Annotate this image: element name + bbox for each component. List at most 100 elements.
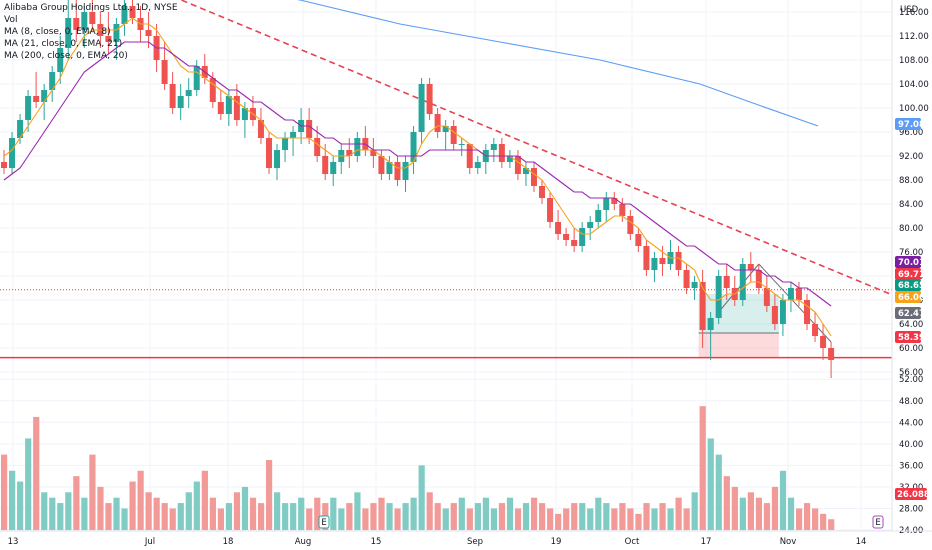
volume-bar [370, 503, 377, 530]
volume-bar [820, 513, 827, 530]
price-tick-label: 108.00 [899, 56, 929, 66]
candle-body [81, 12, 88, 30]
volume-bar [547, 508, 554, 530]
price-tick-label: 96.00 [899, 128, 923, 138]
volume-bar [33, 416, 40, 530]
candle-body [225, 96, 232, 114]
candle-body [394, 162, 401, 180]
candle-body [643, 246, 650, 270]
volume-bar [611, 508, 618, 530]
volume-bar [49, 497, 56, 530]
candle-body [306, 120, 313, 138]
candle-body [233, 96, 240, 120]
volume-bar [73, 476, 80, 530]
candle-body [121, 6, 128, 24]
price-tick-label: 32.00 [899, 483, 923, 493]
wedge-line [758, 263, 832, 343]
volume-bar [426, 492, 433, 530]
volume-bar [731, 486, 738, 530]
candle-body [683, 270, 690, 288]
volume-bar [290, 503, 297, 530]
earnings-marker [872, 515, 884, 529]
candle-body [763, 288, 770, 306]
volume-bar [225, 503, 233, 530]
volume-bar [715, 454, 722, 530]
candle-body [257, 120, 264, 138]
volume-bar [410, 497, 417, 530]
time-tick-label: 19 [551, 537, 562, 547]
volume-bar [450, 503, 457, 530]
volume-bar [635, 513, 642, 530]
legend-vol[interactable]: Vol [4, 15, 18, 25]
time-tick-label: 18 [223, 537, 234, 547]
candle-body [675, 252, 682, 270]
candle-body [442, 126, 449, 132]
volume-bar [466, 508, 473, 530]
legend-title[interactable]: Alibaba Group Holdings Ltd., 1D, NYSE [4, 3, 178, 13]
legend-ma21[interactable]: MA (21, close, 0, EMA, 21) [4, 39, 123, 49]
volume-bar [627, 508, 634, 530]
volume-bar [354, 492, 361, 530]
volume-bar [651, 508, 658, 530]
volume-bar [394, 508, 401, 530]
legend-ma200[interactable]: MA (200, close, 0, EMA, 20) [4, 51, 128, 61]
volume-bar [330, 497, 337, 530]
volume-bar [787, 497, 795, 530]
candle-body [787, 288, 794, 300]
volume-bar [314, 497, 321, 530]
candle-body [418, 84, 425, 132]
volume-bar [659, 503, 666, 530]
candle-body [426, 84, 433, 114]
price-tick-label: 116.00 [899, 8, 929, 18]
candle-body [290, 132, 297, 138]
earnings-marker-label: E [321, 518, 326, 528]
candle-body [828, 348, 835, 360]
legend-ma8[interactable]: MA (8, close, 0, EMA, 8) [4, 27, 111, 37]
candle-body [322, 156, 329, 174]
volume-bar [739, 497, 746, 530]
volume-bar [233, 492, 241, 530]
volume-bar [129, 481, 136, 530]
candle-body [330, 162, 337, 174]
wedge-line [718, 263, 760, 313]
candle-body [217, 102, 224, 114]
candle-body [812, 324, 819, 336]
volume-bar [458, 497, 465, 530]
candle-body [113, 24, 120, 42]
candle-body [161, 60, 168, 84]
price-tick-label: 48.00 [899, 397, 923, 407]
trendline-dashed [179, 0, 891, 295]
price-tick-label: 64.00 [899, 320, 923, 330]
price-tick-label: 92.00 [899, 152, 923, 162]
candle-body [747, 264, 754, 270]
volume-bar [41, 492, 48, 530]
candle-body [506, 156, 513, 162]
volume-bar [25, 438, 32, 530]
volume-bar [804, 503, 811, 530]
volume-bar [675, 497, 682, 530]
volume-bar [97, 486, 104, 530]
volume-bar [795, 508, 803, 530]
price-tag [895, 268, 921, 280]
candle-body [282, 138, 289, 150]
candle-body [627, 216, 634, 234]
candle-body [41, 90, 48, 102]
candle-body [33, 96, 40, 102]
price-tag-label: 68.65 [898, 281, 925, 291]
volume-bar [506, 497, 514, 530]
price-tick-label: 28.00 [899, 504, 923, 514]
candle-body [691, 282, 698, 288]
price-tag [895, 307, 921, 319]
volume-bar [257, 503, 265, 530]
time-tick-label: Oct [625, 537, 640, 547]
candle-body [474, 162, 481, 168]
volume-bar [474, 503, 481, 530]
candle-body [579, 228, 586, 246]
price-tick-label: 60.00 [899, 344, 923, 354]
volume-bar [779, 470, 787, 530]
volume-bar [9, 470, 16, 530]
price-tag-label: 62.47 [898, 309, 925, 319]
chart-legend: Alibaba Group Holdings Ltd., 1D, NYSE Vo… [4, 2, 178, 62]
price-tick-label: 84.00 [899, 200, 923, 210]
